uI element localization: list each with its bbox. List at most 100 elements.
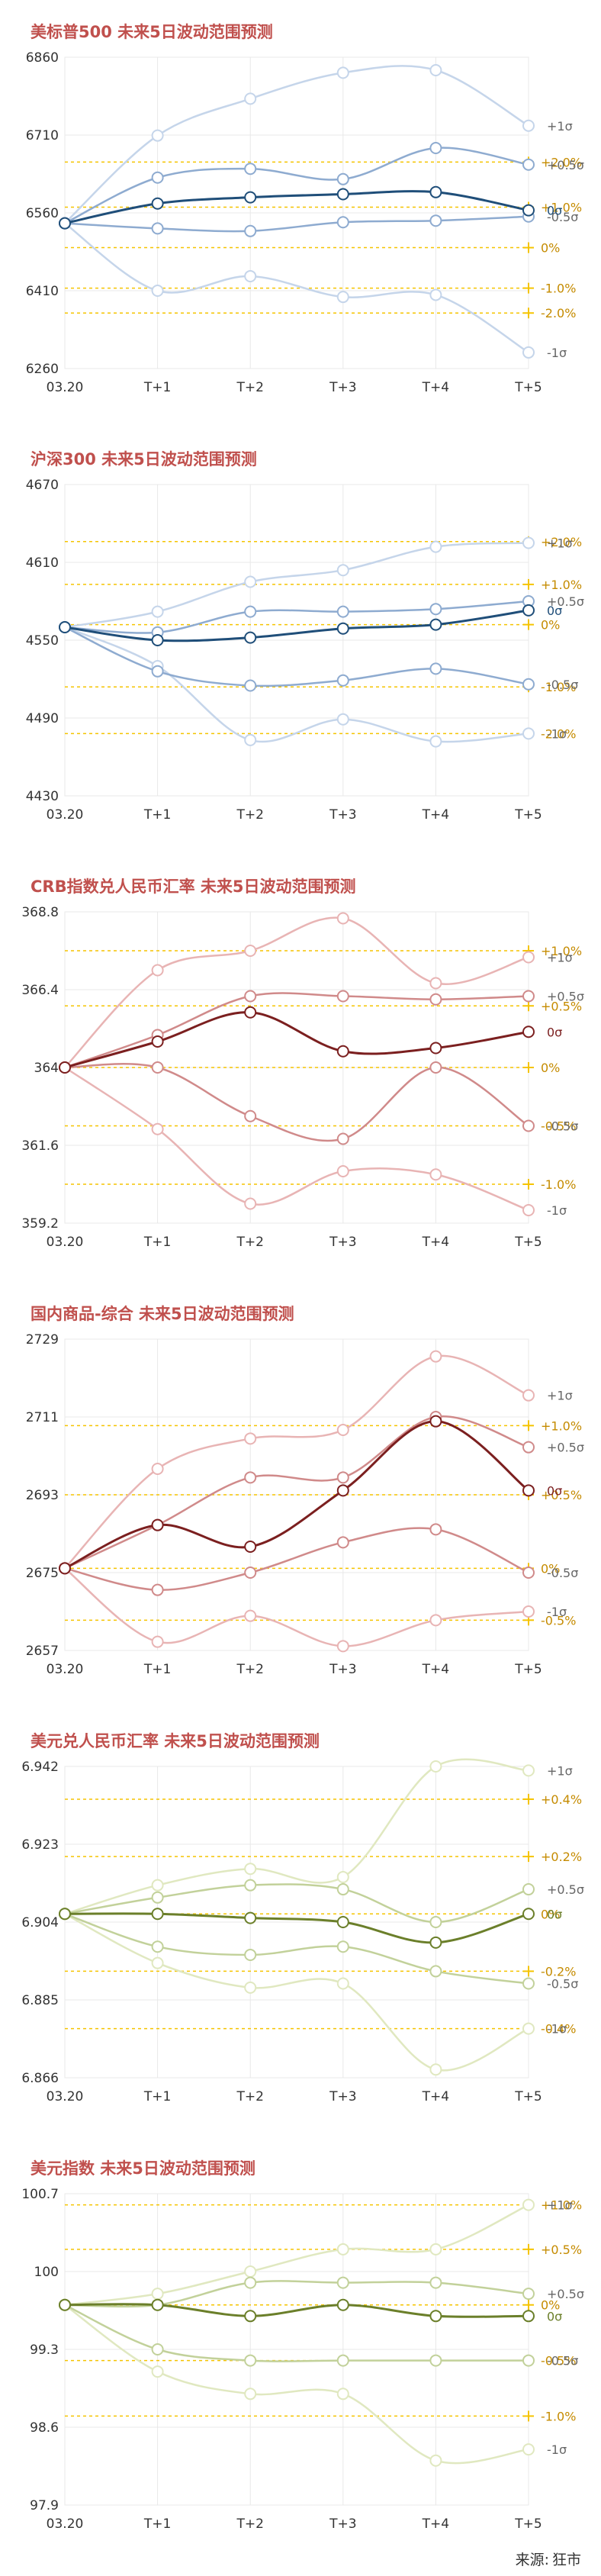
data-point xyxy=(336,1424,349,1436)
data-point xyxy=(151,2343,164,2355)
data-point xyxy=(429,2276,442,2289)
data-point xyxy=(151,1879,164,1892)
data-point xyxy=(151,197,164,210)
data-point xyxy=(336,2298,349,2311)
source-label: 来源: xyxy=(515,2552,549,2568)
chart-panel-crb: CRB指数兑人民币汇率 未来5日波动范围预测 368.8 366.4 364 361.… xyxy=(0,855,601,1271)
series-line xyxy=(64,1913,529,2072)
data-point xyxy=(244,2354,257,2367)
data-point xyxy=(522,1764,535,1777)
x-tick-label: T+3 xyxy=(329,1235,356,1250)
data-point xyxy=(336,622,349,635)
y-tick-label: 6.866 xyxy=(21,2071,59,2086)
chart-title: 美元指数 未来5日波动范围预测 xyxy=(31,2159,256,2178)
pct-label: -1.0% xyxy=(541,2409,576,2423)
data-point xyxy=(429,662,442,675)
data-point xyxy=(522,1908,535,1921)
data-point xyxy=(151,605,164,618)
series-line xyxy=(64,147,529,224)
data-point xyxy=(336,188,349,201)
x-tick-label: T+5 xyxy=(514,807,542,823)
data-point xyxy=(244,1432,257,1445)
series-label: 0σ xyxy=(547,204,562,218)
x-tick-label: T+3 xyxy=(329,380,356,395)
y-tick-label: 97.9 xyxy=(30,2498,59,2513)
data-point xyxy=(336,564,349,577)
data-point xyxy=(151,2288,164,2301)
x-tick-label: T+1 xyxy=(143,1662,171,1677)
data-point xyxy=(429,977,442,990)
data-point xyxy=(522,1567,535,1579)
chart-plot-area: 100.7 100 99.3 98.6 97.9 03.20 T+1 T+2 T+3 T+4 T+5… xyxy=(21,2187,584,2532)
chart-panel-commodity: 国内商品-综合 未来5日波动范围预测 2729 2711 2693 2675 2657 0… xyxy=(0,1282,601,1699)
x-tick-label: T+2 xyxy=(236,2089,263,2104)
data-point xyxy=(522,1977,535,1990)
data-point xyxy=(522,204,535,217)
series-line xyxy=(64,542,529,629)
data-point xyxy=(522,158,535,171)
data-point xyxy=(244,163,257,175)
data-point xyxy=(244,1109,257,1122)
y-tick-label: 2657 xyxy=(26,1644,59,1659)
data-point xyxy=(336,2388,349,2401)
series-label: -0.5σ xyxy=(547,678,578,692)
data-point xyxy=(522,1484,535,1497)
x-tick-label: T+1 xyxy=(143,2516,171,2532)
series-line xyxy=(64,992,529,1069)
data-point xyxy=(429,1350,442,1363)
data-point xyxy=(244,605,257,618)
series-line xyxy=(64,626,529,687)
y-tick-label: 4670 xyxy=(26,478,59,493)
x-tick-label: T+2 xyxy=(236,380,263,395)
y-tick-label: 2729 xyxy=(26,1332,59,1348)
series-line xyxy=(64,2303,529,2318)
x-tick-label: T+4 xyxy=(422,807,449,823)
data-point xyxy=(244,1981,257,1994)
pct-label: 0% xyxy=(541,1907,560,1921)
series-line xyxy=(64,2304,529,2362)
data-point xyxy=(151,964,164,977)
data-point xyxy=(244,1197,257,1210)
pct-label: -0.5% xyxy=(541,1119,576,1134)
y-tick-label: 366.4 xyxy=(21,983,59,998)
data-point xyxy=(336,2276,349,2289)
series-label: +1σ xyxy=(547,1389,573,1403)
series-line xyxy=(64,2204,529,2306)
x-tick-label: T+5 xyxy=(514,380,542,395)
data-point xyxy=(336,1916,349,1928)
data-point xyxy=(522,2354,535,2367)
data-point xyxy=(244,269,257,282)
y-tick-label: 98.6 xyxy=(30,2420,59,2436)
x-tick-label: T+4 xyxy=(422,2089,449,2104)
x-tick-label: T+3 xyxy=(329,2089,356,2104)
pct-label: -0.5% xyxy=(541,1613,576,1628)
pct-label: 0% xyxy=(541,1561,560,1576)
series-line xyxy=(64,1883,529,1924)
y-tick-label: 361.6 xyxy=(21,1138,59,1154)
x-tick-label: T+1 xyxy=(143,380,171,395)
source-note: 来源: 狂市 xyxy=(513,2549,581,2569)
data-point xyxy=(522,2443,535,2456)
data-point xyxy=(336,1940,349,1953)
y-tick-label: 6.942 xyxy=(21,1760,59,1775)
x-tick-label: T+3 xyxy=(329,2516,356,2532)
data-point xyxy=(522,1389,535,1402)
pct-label: 0% xyxy=(541,241,560,256)
data-point xyxy=(244,2388,257,2401)
pct-label: -2.0% xyxy=(541,306,576,320)
y-tick-label: 100.7 xyxy=(21,2187,59,2202)
data-point xyxy=(244,1541,257,1553)
data-point xyxy=(151,129,164,142)
data-point xyxy=(429,142,442,154)
data-point xyxy=(336,912,349,925)
pct-label: -0.2% xyxy=(541,1964,576,1979)
pct-label: +1.0% xyxy=(541,1418,582,1433)
data-point xyxy=(429,993,442,1006)
y-tick-label: 6260 xyxy=(26,362,59,377)
data-point xyxy=(336,1132,349,1145)
data-point xyxy=(522,119,535,132)
x-tick-label: T+3 xyxy=(329,807,356,823)
y-tick-label: 2675 xyxy=(26,1566,59,1581)
series-label: -0.5σ xyxy=(547,1566,578,1580)
data-point xyxy=(522,727,535,740)
